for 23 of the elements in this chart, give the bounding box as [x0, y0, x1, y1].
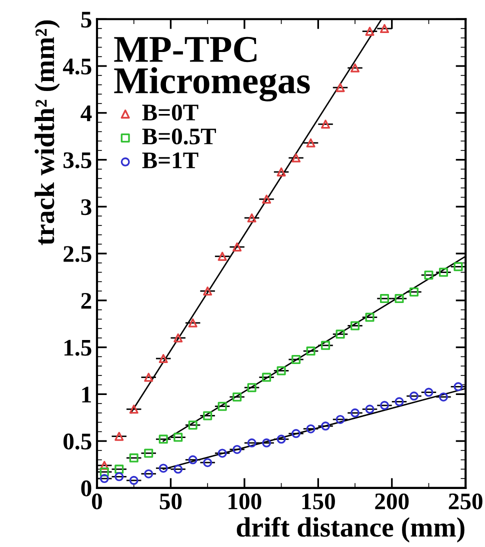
x-tick-label: 150 — [302, 493, 335, 510]
y-tick-label: 0 — [81, 480, 92, 496]
x-tick-label: 100 — [228, 493, 262, 510]
y-tick-label: 3.5 — [64, 152, 92, 168]
y-tick-label: 4.5 — [62, 58, 92, 75]
y-tick-label: 2 — [81, 292, 92, 309]
y-tick-label: 1.5 — [64, 340, 92, 356]
x-tick-label: 200 — [375, 493, 409, 510]
y-tick-label: 0.5 — [64, 434, 92, 450]
x-tick-label: 250 — [448, 493, 482, 510]
x-tick-label: 50 — [160, 493, 182, 510]
legend-label: B=0.5T — [142, 128, 216, 145]
x-tick-label: 0 — [92, 493, 102, 510]
legend-label: B=1T — [142, 152, 198, 168]
y-tick-label: 1 — [82, 386, 91, 402]
legend-title: MP-TPC Micromegas — [114, 36, 310, 102]
y-tick-label: 2.5 — [64, 246, 92, 262]
legend-label: B=0T — [142, 104, 198, 120]
y-tick-label: 5 — [81, 12, 92, 28]
x-axis-title: drift distance (mm) — [236, 516, 464, 542]
y-tick-label: 3 — [81, 199, 92, 216]
y-axis-title: track width² (mm²) — [34, 20, 60, 246]
y-tick-label: 4 — [80, 106, 92, 122]
